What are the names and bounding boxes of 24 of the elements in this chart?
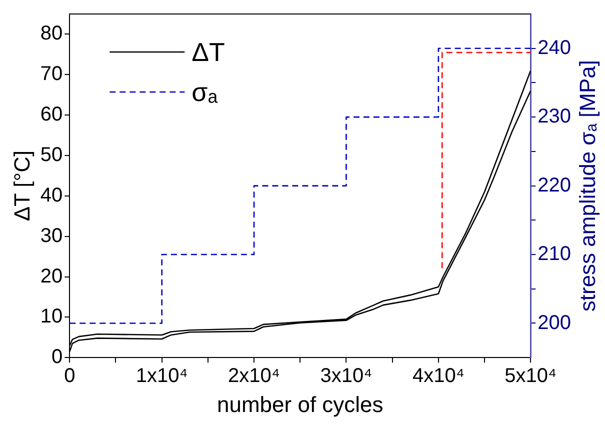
- y2-tick-label: 200: [538, 312, 572, 334]
- y2-tick-label: 220: [538, 174, 572, 196]
- y2-axis-title: stress amplitude σₐ [MPa]: [575, 60, 600, 312]
- x-tick-label: 3x10⁴: [320, 365, 372, 388]
- y2-tick-label: 240: [538, 36, 572, 59]
- y-axis-title: ΔT [°C]: [9, 150, 34, 222]
- y-tick-label: 10: [40, 306, 63, 328]
- x-tick-label: 2x10⁴: [228, 365, 280, 388]
- y-tick-label: 50: [40, 144, 63, 166]
- x-tick-label: 5x10⁴: [504, 365, 557, 388]
- y2-tick-label: 210: [538, 243, 572, 266]
- legend-label: ΔT: [192, 37, 226, 68]
- y-tick-label: 0: [52, 346, 63, 368]
- y-tick-label: 70: [40, 63, 63, 86]
- y2-tick-label: 230: [538, 106, 572, 128]
- legend-label: σₐ: [192, 77, 218, 108]
- y-tick-label: 60: [40, 104, 63, 126]
- x-tick-label: 4x10⁴: [412, 365, 464, 388]
- y-tick-label: 80: [40, 22, 63, 45]
- y-tick-label: 40: [40, 184, 63, 206]
- x-axis-title: number of cycles: [216, 392, 384, 417]
- y-tick-label: 20: [40, 265, 63, 288]
- y-tick-label: 30: [40, 224, 63, 247]
- x-tick-label: 1x10⁴: [136, 365, 188, 388]
